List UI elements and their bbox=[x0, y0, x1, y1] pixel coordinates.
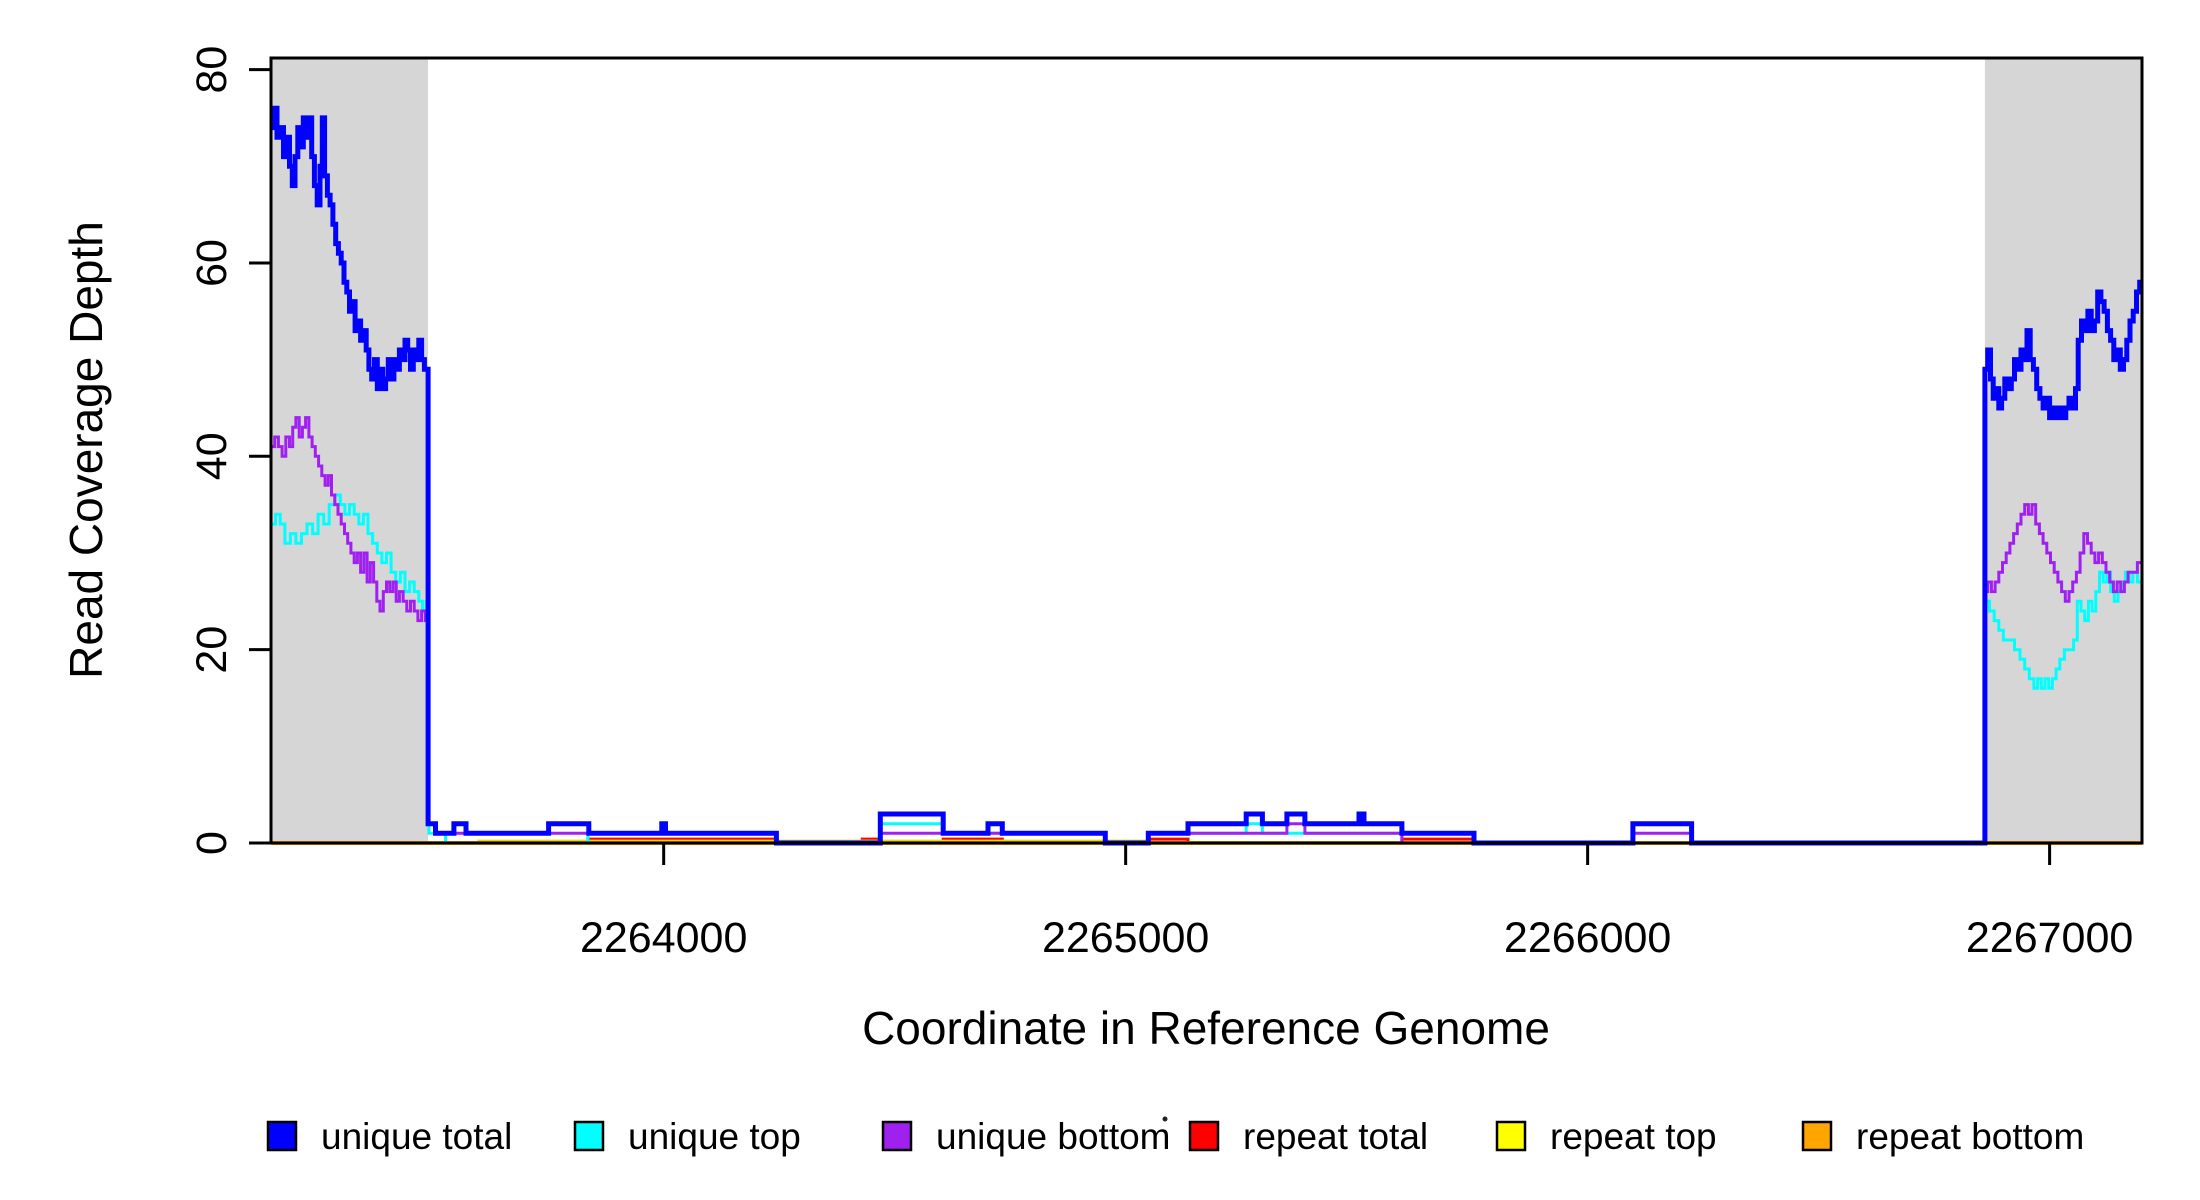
x-axis: 2264000 2265000 2266000 2267000 bbox=[580, 843, 2133, 962]
shaded-region bbox=[271, 58, 429, 843]
x-tick-label: 2264000 bbox=[580, 914, 747, 962]
y-tick-label: 40 bbox=[188, 432, 236, 480]
y-axis-title: Read Coverage Depth bbox=[60, 221, 112, 679]
series-line-unique-bottom bbox=[271, 416, 2142, 845]
plot-box-group bbox=[269, 56, 2144, 845]
legend-swatch-repeat-bottom bbox=[1801, 1120, 1833, 1152]
y-axis: 0 20 40 60 80 bbox=[188, 46, 271, 855]
legend: unique total unique top unique bottom repea… bbox=[266, 1116, 2084, 1157]
legend-swatch-repeat-top bbox=[1495, 1120, 1527, 1152]
y-tick-label: 20 bbox=[188, 626, 236, 674]
shaded-regions bbox=[271, 58, 2142, 843]
x-axis-title: Coordinate in Reference Genome bbox=[862, 1002, 1550, 1054]
y-tick-label: 0 bbox=[188, 831, 236, 855]
series-line-unique-total bbox=[271, 105, 2143, 846]
legend-swatch-unique-total bbox=[266, 1120, 298, 1152]
stray-dot-artifact bbox=[1162, 1116, 1168, 1122]
y-tick-label: 60 bbox=[188, 239, 236, 287]
legend-label-unique-total: unique total bbox=[321, 1116, 512, 1157]
legend-label-unique-bottom: unique bottom bbox=[936, 1116, 1171, 1157]
legend-swatch-unique-top bbox=[573, 1120, 605, 1152]
legend-swatch-unique-bottom bbox=[881, 1120, 913, 1152]
legend-swatch-repeat-total bbox=[1188, 1120, 1220, 1152]
x-tick-label: 2266000 bbox=[1504, 914, 1671, 962]
legend-label-repeat-top: repeat top bbox=[1550, 1116, 1717, 1157]
y-tick-label: 80 bbox=[188, 46, 236, 94]
legend-label-repeat-total: repeat total bbox=[1243, 1116, 1428, 1157]
legend-label-repeat-bottom: repeat bottom bbox=[1856, 1116, 2084, 1157]
shaded-region bbox=[1984, 58, 2142, 843]
x-tick-label: 2265000 bbox=[1042, 914, 1209, 962]
series-line-unique-top bbox=[271, 493, 2144, 845]
series-lines bbox=[271, 105, 2144, 846]
legend-label-unique-top: unique top bbox=[628, 1116, 801, 1157]
plot-box bbox=[269, 56, 2144, 845]
x-tick-label: 2267000 bbox=[1966, 914, 2133, 962]
